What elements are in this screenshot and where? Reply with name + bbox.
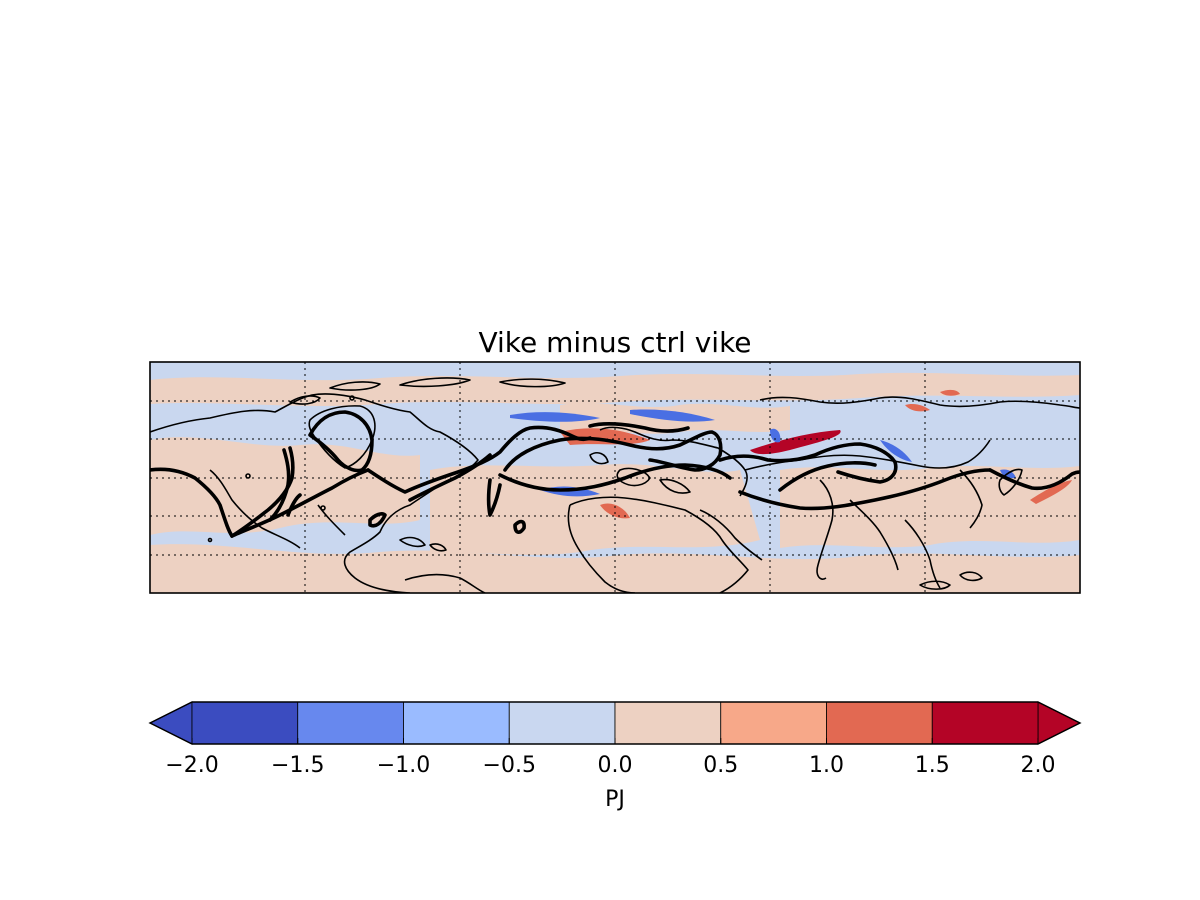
coastlines xyxy=(150,377,1080,593)
colorbar-tick-label: −0.5 xyxy=(483,753,536,778)
colorbar: −2.0 −1.5 −1.0 −0.5 0.0 0.5 1.0 1.5 2.0 xyxy=(148,701,1082,778)
colorbar-tick-label: 2.0 xyxy=(1021,753,1056,778)
mean-flow-contours xyxy=(150,410,1080,538)
colorbar-label: PJ xyxy=(605,787,625,812)
colorbar-segment xyxy=(614,701,722,745)
colorbar-segment xyxy=(931,701,1039,745)
map-title: Vike minus ctrl vike xyxy=(478,326,751,359)
colorbar-tick-label: 1.5 xyxy=(915,753,950,778)
colorbar-extend-over xyxy=(1037,701,1082,745)
colorbar-extend-under xyxy=(148,701,193,745)
colorbar-segment xyxy=(508,701,616,745)
colorbar-tick-label: 1.0 xyxy=(809,753,844,778)
colorbar-tick-label: 0.5 xyxy=(703,753,738,778)
colorbar-segment xyxy=(720,701,827,745)
strong-negative-anomalies xyxy=(510,409,1016,497)
map-panel xyxy=(150,362,1080,593)
colorbar-segment xyxy=(191,701,299,745)
colorbar-segment xyxy=(403,701,510,745)
colorbar-segment xyxy=(826,701,933,745)
colorbar-tick-label: 0.0 xyxy=(598,753,633,778)
colorbar-tick-label: −1.0 xyxy=(377,753,430,778)
colorbar-segment xyxy=(297,701,404,745)
colorbar-tick-label: −1.5 xyxy=(271,753,324,778)
colorbar-tick-label: −2.0 xyxy=(165,753,218,778)
map-frame xyxy=(149,361,1081,594)
